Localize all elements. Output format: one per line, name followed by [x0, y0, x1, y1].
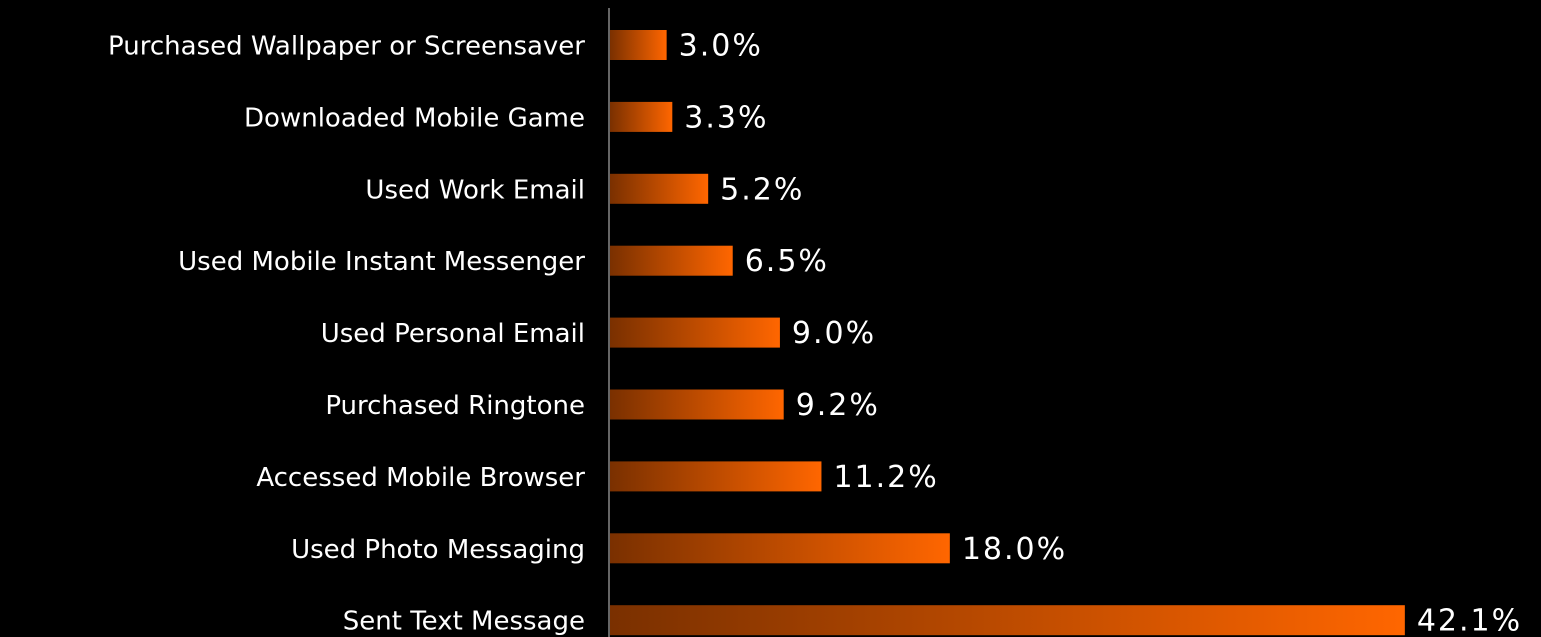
value-label: 5.2%: [720, 172, 804, 207]
bar: [610, 389, 784, 420]
value-label: 18.0%: [962, 532, 1067, 567]
category-label: Used Mobile Instant Messenger: [178, 247, 585, 277]
value-label: 3.3%: [684, 100, 768, 135]
category-label: Accessed Mobile Browser: [256, 463, 585, 493]
value-label: 9.0%: [792, 316, 876, 351]
bar: [610, 173, 709, 204]
bar: [610, 245, 733, 276]
value-label: 9.2%: [796, 388, 880, 423]
category-label: Used Photo Messaging: [291, 535, 585, 565]
value-label: 42.1%: [1417, 604, 1522, 637]
bar: [610, 30, 667, 60]
bar: [610, 533, 950, 564]
value-label: 11.2%: [833, 460, 938, 495]
value-label: 3.0%: [679, 29, 763, 64]
bar: [610, 317, 780, 348]
category-label: Used Personal Email: [321, 319, 585, 349]
category-label: Used Work Email: [365, 175, 585, 205]
category-label: Purchased Wallpaper or Screensaver: [108, 32, 585, 62]
bar: [610, 461, 822, 492]
category-label: Downloaded Mobile Game: [244, 103, 585, 133]
category-label: Sent Text Message: [343, 607, 585, 637]
bar: [610, 605, 1405, 636]
value-label: 6.5%: [745, 244, 829, 279]
bar: [610, 101, 673, 132]
category-label: Purchased Ringtone: [325, 391, 585, 421]
